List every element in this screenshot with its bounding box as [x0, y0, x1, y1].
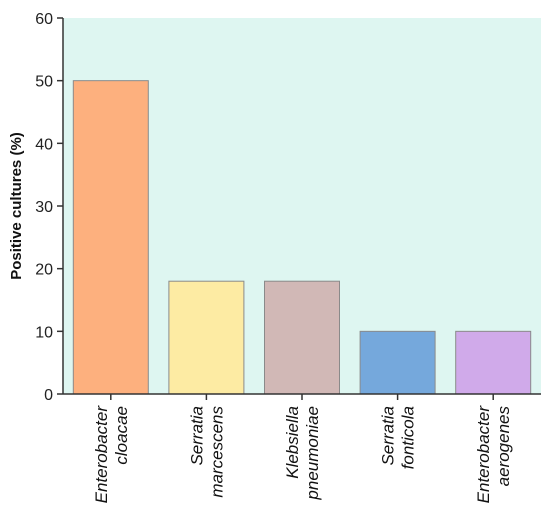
- bar: [168, 280, 245, 395]
- bar: [72, 80, 149, 395]
- y-tick-label: 10: [35, 324, 53, 341]
- y-tick-label: 50: [35, 74, 53, 91]
- y-tick-label: 30: [35, 199, 53, 216]
- x-category-label: Serratiafonticola: [379, 406, 418, 469]
- y-axis-title: Positive cultures (%): [8, 132, 25, 280]
- x-category-label: Serratiamarcescens: [187, 406, 226, 498]
- x-category-label: Enterobactercloacae: [92, 405, 131, 504]
- y-tick-label: 20: [35, 262, 53, 279]
- x-category-label: Klebsiellapneumoniae: [283, 406, 322, 501]
- bar: [264, 280, 340, 395]
- bar: [455, 330, 532, 395]
- y-tick-label: 60: [35, 11, 53, 28]
- y-tick-label: 40: [35, 136, 53, 153]
- y-tick-label: 0: [44, 387, 53, 404]
- bar: [359, 330, 436, 395]
- x-category-label: Enterobacteraerogenes: [474, 405, 513, 504]
